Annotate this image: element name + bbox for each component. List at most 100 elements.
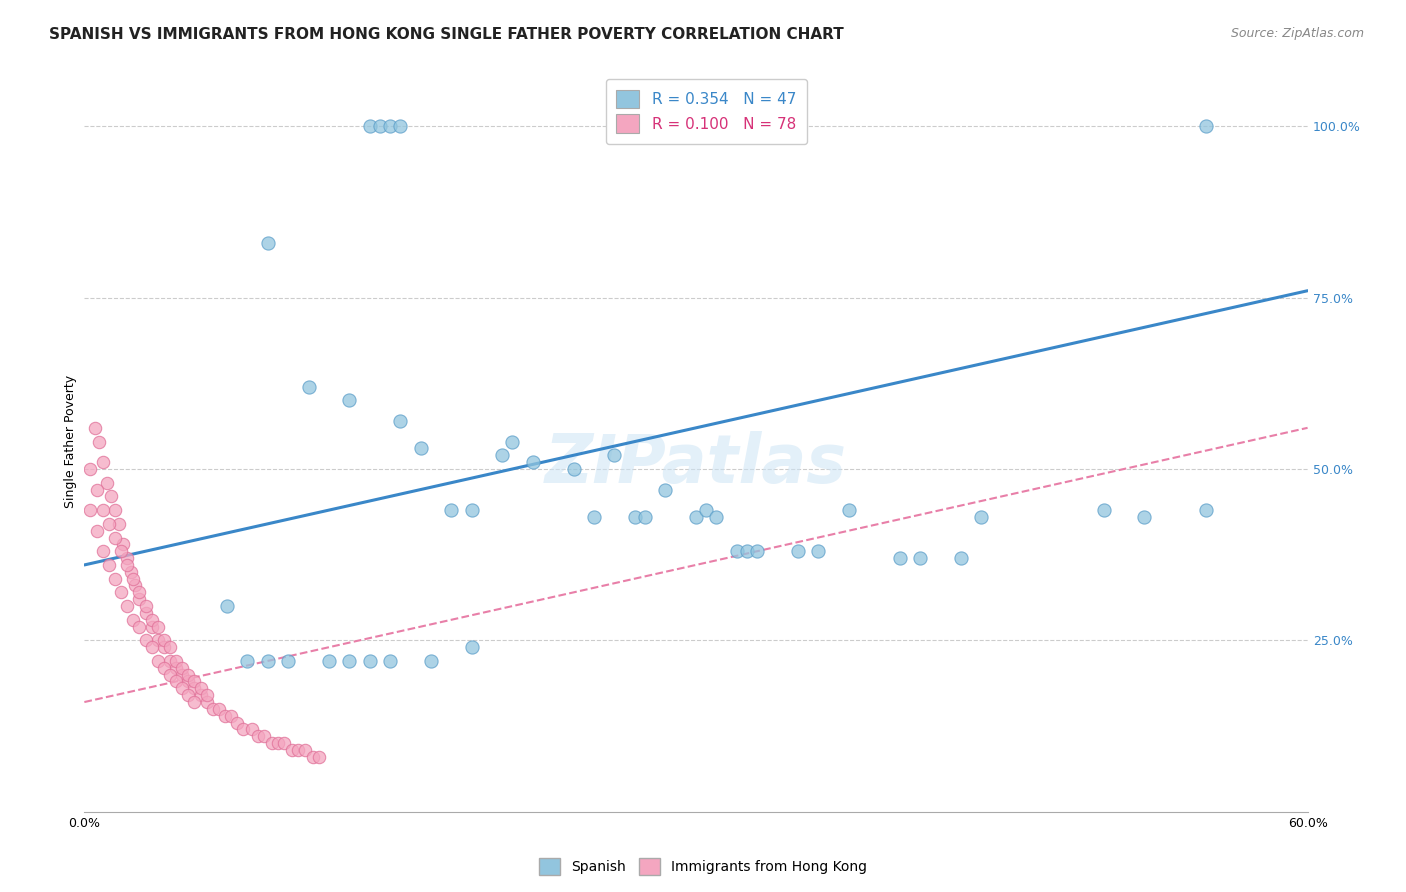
Point	[240, 723, 263, 737]
Point	[183, 681, 205, 696]
Point	[122, 572, 145, 586]
Point	[257, 654, 280, 668]
Point	[301, 750, 323, 764]
Point	[97, 558, 120, 572]
Point	[253, 729, 276, 743]
Point	[950, 551, 973, 566]
Point	[502, 434, 524, 449]
Point	[277, 654, 299, 668]
Point	[747, 544, 769, 558]
Point	[91, 544, 114, 558]
Point	[735, 544, 758, 558]
Point	[195, 688, 218, 702]
Point	[409, 442, 432, 456]
Point	[165, 661, 187, 675]
Point	[183, 674, 205, 689]
Point	[190, 681, 212, 696]
Point	[195, 695, 218, 709]
Point	[141, 619, 163, 633]
Point	[706, 510, 728, 524]
Point	[246, 729, 269, 743]
Point	[110, 544, 132, 558]
Point	[562, 462, 585, 476]
Text: Source: ZipAtlas.com: Source: ZipAtlas.com	[1230, 27, 1364, 40]
Point	[257, 235, 280, 250]
Point	[380, 654, 402, 668]
Point	[298, 380, 321, 394]
Point	[79, 462, 101, 476]
Point	[177, 667, 200, 681]
Point	[86, 483, 108, 497]
Point	[159, 667, 181, 681]
Point	[603, 448, 626, 462]
Point	[1195, 503, 1218, 517]
Point	[260, 736, 283, 750]
Point	[1133, 510, 1156, 524]
Point	[583, 510, 606, 524]
Point	[634, 510, 657, 524]
Point	[787, 544, 810, 558]
Point	[104, 531, 127, 545]
Point	[380, 119, 402, 133]
Point	[522, 455, 544, 469]
Point	[838, 503, 860, 517]
Point	[273, 736, 295, 750]
Point	[217, 599, 239, 613]
Point	[267, 736, 290, 750]
Point	[339, 654, 361, 668]
Point	[910, 551, 932, 566]
Point	[172, 681, 194, 696]
Point	[91, 455, 114, 469]
Point	[1092, 503, 1115, 517]
Point	[389, 119, 412, 133]
Point	[115, 551, 138, 566]
Point	[201, 702, 224, 716]
Point	[624, 510, 647, 524]
Point	[87, 434, 110, 449]
Point	[165, 674, 187, 689]
Point	[970, 510, 993, 524]
Point	[153, 633, 176, 648]
Point	[108, 516, 131, 531]
Legend: R = 0.354   N = 47, R = 0.100   N = 78: R = 0.354 N = 47, R = 0.100 N = 78	[606, 79, 807, 144]
Point	[308, 750, 330, 764]
Point	[461, 503, 484, 517]
Point	[159, 640, 181, 655]
Point	[177, 688, 200, 702]
Point	[146, 619, 169, 633]
Y-axis label: Single Father Poverty: Single Father Poverty	[65, 375, 77, 508]
Point	[491, 448, 513, 462]
Point	[654, 483, 676, 497]
Point	[281, 743, 304, 757]
Point	[339, 393, 361, 408]
Text: ZIPatlas: ZIPatlas	[546, 431, 846, 497]
Point	[685, 510, 707, 524]
Point	[128, 592, 150, 607]
Point	[115, 599, 138, 613]
Point	[1195, 119, 1218, 133]
Point	[128, 585, 150, 599]
Point	[153, 661, 176, 675]
Point	[725, 544, 748, 558]
Point	[889, 551, 911, 566]
Point	[208, 702, 231, 716]
Point	[112, 537, 135, 551]
Point	[91, 503, 114, 517]
Point	[97, 516, 120, 531]
Point	[177, 674, 200, 689]
Point	[236, 654, 259, 668]
Point	[141, 640, 163, 655]
Point	[165, 654, 187, 668]
Point	[232, 723, 254, 737]
Point	[153, 640, 176, 655]
Point	[124, 578, 146, 592]
Point	[695, 503, 717, 517]
Point	[214, 708, 236, 723]
Point	[219, 708, 242, 723]
Point	[287, 743, 309, 757]
Point	[115, 558, 138, 572]
Point	[120, 565, 142, 579]
Point	[172, 661, 194, 675]
Point	[368, 119, 391, 133]
Point	[359, 119, 381, 133]
